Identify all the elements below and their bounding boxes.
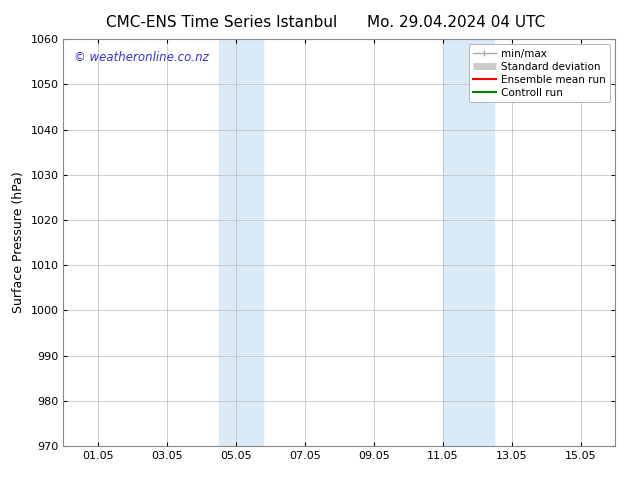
Y-axis label: Surface Pressure (hPa): Surface Pressure (hPa) (12, 172, 25, 314)
Bar (443, 39, 495, 446)
Text: CMC-ENS Time Series Istanbul: CMC-ENS Time Series Istanbul (107, 15, 337, 30)
Legend: min/max, Standard deviation, Ensemble mean run, Controll run: min/max, Standard deviation, Ensemble me… (469, 45, 610, 102)
Text: © weatheronline.co.nz: © weatheronline.co.nz (74, 51, 209, 64)
Text: Mo. 29.04.2024 04 UTC: Mo. 29.04.2024 04 UTC (367, 15, 546, 30)
Bar (219, 39, 263, 446)
